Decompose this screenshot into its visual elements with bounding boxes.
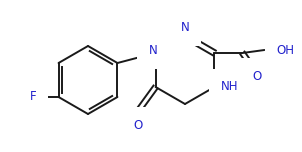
Text: O: O (133, 119, 142, 132)
Text: F: F (30, 90, 37, 104)
Text: NH: NH (220, 81, 238, 93)
Text: OH: OH (276, 43, 294, 57)
Text: N: N (181, 21, 189, 34)
Text: N: N (149, 45, 158, 57)
Text: O: O (253, 70, 262, 83)
